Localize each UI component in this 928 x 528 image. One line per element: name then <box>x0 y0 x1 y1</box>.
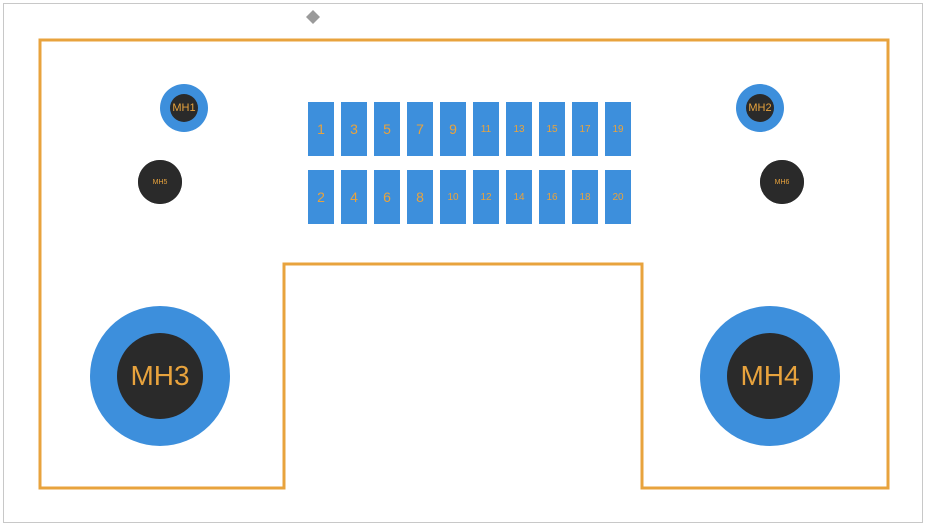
pad-13: 13 <box>506 102 532 156</box>
pad-label: 20 <box>612 192 623 203</box>
mounting-hole-mh1: MH1 <box>160 84 208 132</box>
mounting-hole-inner-mh1: MH1 <box>170 94 198 122</box>
pad-label: 5 <box>383 121 391 137</box>
mounting-hole-inner-mh5: MH5 <box>138 160 182 204</box>
pad-label: 12 <box>480 192 491 203</box>
pad-15: 15 <box>539 102 565 156</box>
mounting-hole-label: MH6 <box>775 179 790 186</box>
pad-6: 6 <box>374 170 400 224</box>
pad-2: 2 <box>308 170 334 224</box>
pad-1: 1 <box>308 102 334 156</box>
mounting-hole-mh3: MH3 <box>90 306 230 446</box>
mounting-hole-mh6: MH6 <box>760 160 804 204</box>
pad-20: 20 <box>605 170 631 224</box>
mounting-hole-label: MH2 <box>748 103 771 114</box>
mounting-hole-inner-mh2: MH2 <box>746 94 774 122</box>
pad-5: 5 <box>374 102 400 156</box>
pad-label: 10 <box>447 192 458 203</box>
mounting-hole-label: MH5 <box>153 179 168 186</box>
pad-8: 8 <box>407 170 433 224</box>
pad-9: 9 <box>440 102 466 156</box>
pad-14: 14 <box>506 170 532 224</box>
pad-19: 19 <box>605 102 631 156</box>
pad-18: 18 <box>572 170 598 224</box>
pad-7: 7 <box>407 102 433 156</box>
pad-label: 9 <box>449 121 457 137</box>
pad-label: 18 <box>579 192 590 203</box>
pad-label: 6 <box>383 189 391 205</box>
pad-4: 4 <box>341 170 367 224</box>
mounting-hole-inner-mh3: MH3 <box>117 333 203 419</box>
board-outline <box>0 0 928 528</box>
pad-3: 3 <box>341 102 367 156</box>
pad-label: 4 <box>350 189 358 205</box>
footprint-canvas: MH1MH2MH5MH6MH3MH4 135791113151719246810… <box>0 0 928 528</box>
mounting-hole-label: MH4 <box>740 362 799 390</box>
pad-label: 8 <box>416 189 424 205</box>
mounting-hole-mh2: MH2 <box>736 84 784 132</box>
pad-17: 17 <box>572 102 598 156</box>
mounting-hole-inner-mh6: MH6 <box>760 160 804 204</box>
pad-10: 10 <box>440 170 466 224</box>
pad-label: 15 <box>546 124 557 135</box>
mounting-hole-label: MH3 <box>130 362 189 390</box>
pad-16: 16 <box>539 170 565 224</box>
pad-label: 13 <box>513 124 524 135</box>
pad-label: 1 <box>317 121 325 137</box>
pad-11: 11 <box>473 102 499 156</box>
mounting-hole-label: MH1 <box>172 103 195 114</box>
pad-label: 7 <box>416 121 424 137</box>
pin1-marker-icon <box>306 10 320 24</box>
pad-label: 14 <box>513 192 524 203</box>
mounting-hole-inner-mh4: MH4 <box>727 333 813 419</box>
pad-label: 17 <box>579 124 590 135</box>
pad-label: 16 <box>546 192 557 203</box>
pad-12: 12 <box>473 170 499 224</box>
pad-label: 2 <box>317 189 325 205</box>
mounting-hole-mh4: MH4 <box>700 306 840 446</box>
pad-label: 11 <box>481 124 491 135</box>
pad-label: 19 <box>612 124 623 135</box>
pad-label: 3 <box>350 121 358 137</box>
mounting-hole-mh5: MH5 <box>138 160 182 204</box>
